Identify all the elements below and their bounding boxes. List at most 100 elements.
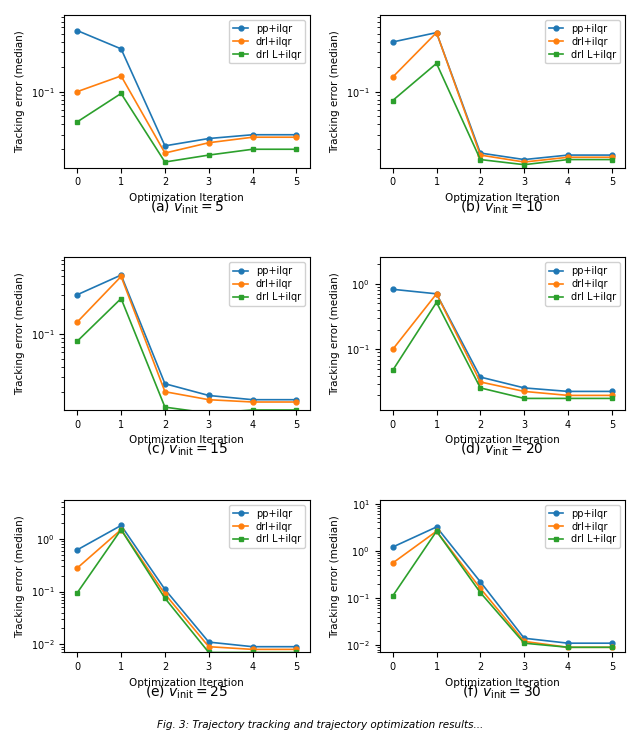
drl+ilqr [564, 391, 572, 400]
drl+ilqr [608, 391, 616, 400]
pp+ilqr [117, 45, 125, 53]
pp+ilqr [161, 585, 169, 594]
pp+ilqr [520, 634, 528, 643]
drl+ilqr [433, 289, 440, 298]
Text: (b) $v_\mathrm{init} = 10$: (b) $v_\mathrm{init} = 10$ [460, 198, 544, 216]
pp+ilqr [161, 141, 169, 150]
drl+ilqr [205, 642, 212, 651]
drl+ilqr [520, 387, 528, 396]
Line: pp+ilqr: pp+ilqr [390, 525, 614, 646]
X-axis label: Optimization Iteration: Optimization Iteration [129, 678, 244, 688]
Text: (e) $v_\mathrm{init} = 25$: (e) $v_\mathrm{init} = 25$ [145, 683, 228, 701]
pp+ilqr [389, 285, 397, 294]
drl L+ilqr [433, 59, 440, 68]
Line: drl L+ilqr: drl L+ilqr [390, 61, 614, 167]
drl L+ilqr [74, 117, 81, 126]
drl+ilqr [564, 643, 572, 651]
drl+ilqr [74, 87, 81, 96]
pp+ilqr [520, 384, 528, 392]
pp+ilqr [389, 542, 397, 551]
drl L+ilqr [117, 294, 125, 303]
Text: (d) $v_\mathrm{init} = 20$: (d) $v_\mathrm{init} = 20$ [460, 441, 544, 458]
drl L+ilqr [433, 298, 440, 307]
Line: pp+ilqr: pp+ilqr [75, 28, 299, 149]
pp+ilqr [520, 155, 528, 164]
drl+ilqr [161, 589, 169, 598]
Line: drl+ilqr: drl+ilqr [390, 291, 614, 397]
pp+ilqr [477, 373, 484, 381]
Line: drl+ilqr: drl+ilqr [75, 73, 299, 155]
pp+ilqr [74, 26, 81, 35]
drl+ilqr [389, 345, 397, 354]
pp+ilqr [433, 29, 440, 37]
Line: drl+ilqr: drl+ilqr [75, 274, 299, 405]
drl+ilqr [389, 559, 397, 567]
Legend: pp+ilqr, drl+ilqr, drl L+ilqr: pp+ilqr, drl+ilqr, drl L+ilqr [545, 505, 620, 548]
Y-axis label: Tracking error (median): Tracking error (median) [15, 272, 25, 395]
drl L+ilqr [433, 527, 440, 536]
X-axis label: Optimization Iteration: Optimization Iteration [445, 436, 559, 445]
Line: drl+ilqr: drl+ilqr [390, 30, 614, 165]
drl L+ilqr [520, 639, 528, 648]
drl+ilqr [564, 153, 572, 162]
drl+ilqr [249, 132, 257, 141]
drl L+ilqr [564, 155, 572, 164]
drl+ilqr [74, 564, 81, 572]
Y-axis label: Tracking error (median): Tracking error (median) [15, 30, 25, 153]
drl L+ilqr [161, 403, 169, 411]
drl L+ilqr [389, 591, 397, 600]
drl L+ilqr [389, 96, 397, 105]
drl L+ilqr [117, 526, 125, 534]
Legend: pp+ilqr, drl+ilqr, drl L+ilqr: pp+ilqr, drl+ilqr, drl L+ilqr [545, 20, 620, 64]
Line: pp+ilqr: pp+ilqr [390, 287, 614, 394]
Line: pp+ilqr: pp+ilqr [75, 272, 299, 402]
drl L+ilqr [520, 394, 528, 403]
drl L+ilqr [608, 394, 616, 403]
drl+ilqr [608, 153, 616, 162]
Text: (c) $v_\mathrm{init} = 15$: (c) $v_\mathrm{init} = 15$ [146, 441, 228, 458]
drl+ilqr [292, 132, 300, 141]
Y-axis label: Tracking error (median): Tracking error (median) [15, 515, 25, 638]
pp+ilqr [433, 523, 440, 531]
Line: drl+ilqr: drl+ilqr [390, 529, 614, 650]
drl+ilqr [520, 157, 528, 166]
drl L+ilqr [477, 155, 484, 164]
drl L+ilqr [564, 394, 572, 403]
Legend: pp+ilqr, drl+ilqr, drl L+ilqr: pp+ilqr, drl+ilqr, drl L+ilqr [230, 262, 305, 306]
drl L+ilqr [564, 643, 572, 651]
pp+ilqr [117, 271, 125, 280]
pp+ilqr [74, 291, 81, 299]
pp+ilqr [477, 149, 484, 157]
drl+ilqr [117, 526, 125, 534]
pp+ilqr [249, 130, 257, 139]
Legend: pp+ilqr, drl+ilqr, drl L+ilqr: pp+ilqr, drl+ilqr, drl L+ilqr [545, 262, 620, 306]
pp+ilqr [292, 130, 300, 139]
pp+ilqr [608, 387, 616, 396]
pp+ilqr [205, 391, 212, 400]
Line: drl L+ilqr: drl L+ilqr [390, 300, 614, 401]
drl L+ilqr [389, 366, 397, 375]
Line: pp+ilqr: pp+ilqr [75, 523, 299, 649]
drl+ilqr [433, 29, 440, 37]
drl+ilqr [74, 318, 81, 326]
drl L+ilqr [520, 160, 528, 169]
drl L+ilqr [477, 384, 484, 392]
Line: drl+ilqr: drl+ilqr [75, 527, 299, 651]
drl+ilqr [389, 72, 397, 81]
Line: drl L+ilqr: drl L+ilqr [75, 296, 299, 416]
Line: drl L+ilqr: drl L+ilqr [75, 527, 299, 655]
Text: (a) $v_\mathrm{init} = 5$: (a) $v_\mathrm{init} = 5$ [150, 198, 224, 216]
X-axis label: Optimization Iteration: Optimization Iteration [129, 436, 244, 445]
pp+ilqr [608, 639, 616, 648]
X-axis label: Optimization Iteration: Optimization Iteration [129, 193, 244, 203]
drl+ilqr [477, 151, 484, 160]
pp+ilqr [564, 639, 572, 648]
drl+ilqr [161, 387, 169, 396]
drl L+ilqr [161, 157, 169, 166]
Y-axis label: Tracking error (median): Tracking error (median) [330, 515, 340, 638]
drl+ilqr [161, 149, 169, 157]
drl L+ilqr [205, 408, 212, 417]
drl L+ilqr [249, 145, 257, 154]
Line: drl L+ilqr: drl L+ilqr [390, 529, 614, 650]
Legend: pp+ilqr, drl+ilqr, drl L+ilqr: pp+ilqr, drl+ilqr, drl L+ilqr [230, 505, 305, 548]
